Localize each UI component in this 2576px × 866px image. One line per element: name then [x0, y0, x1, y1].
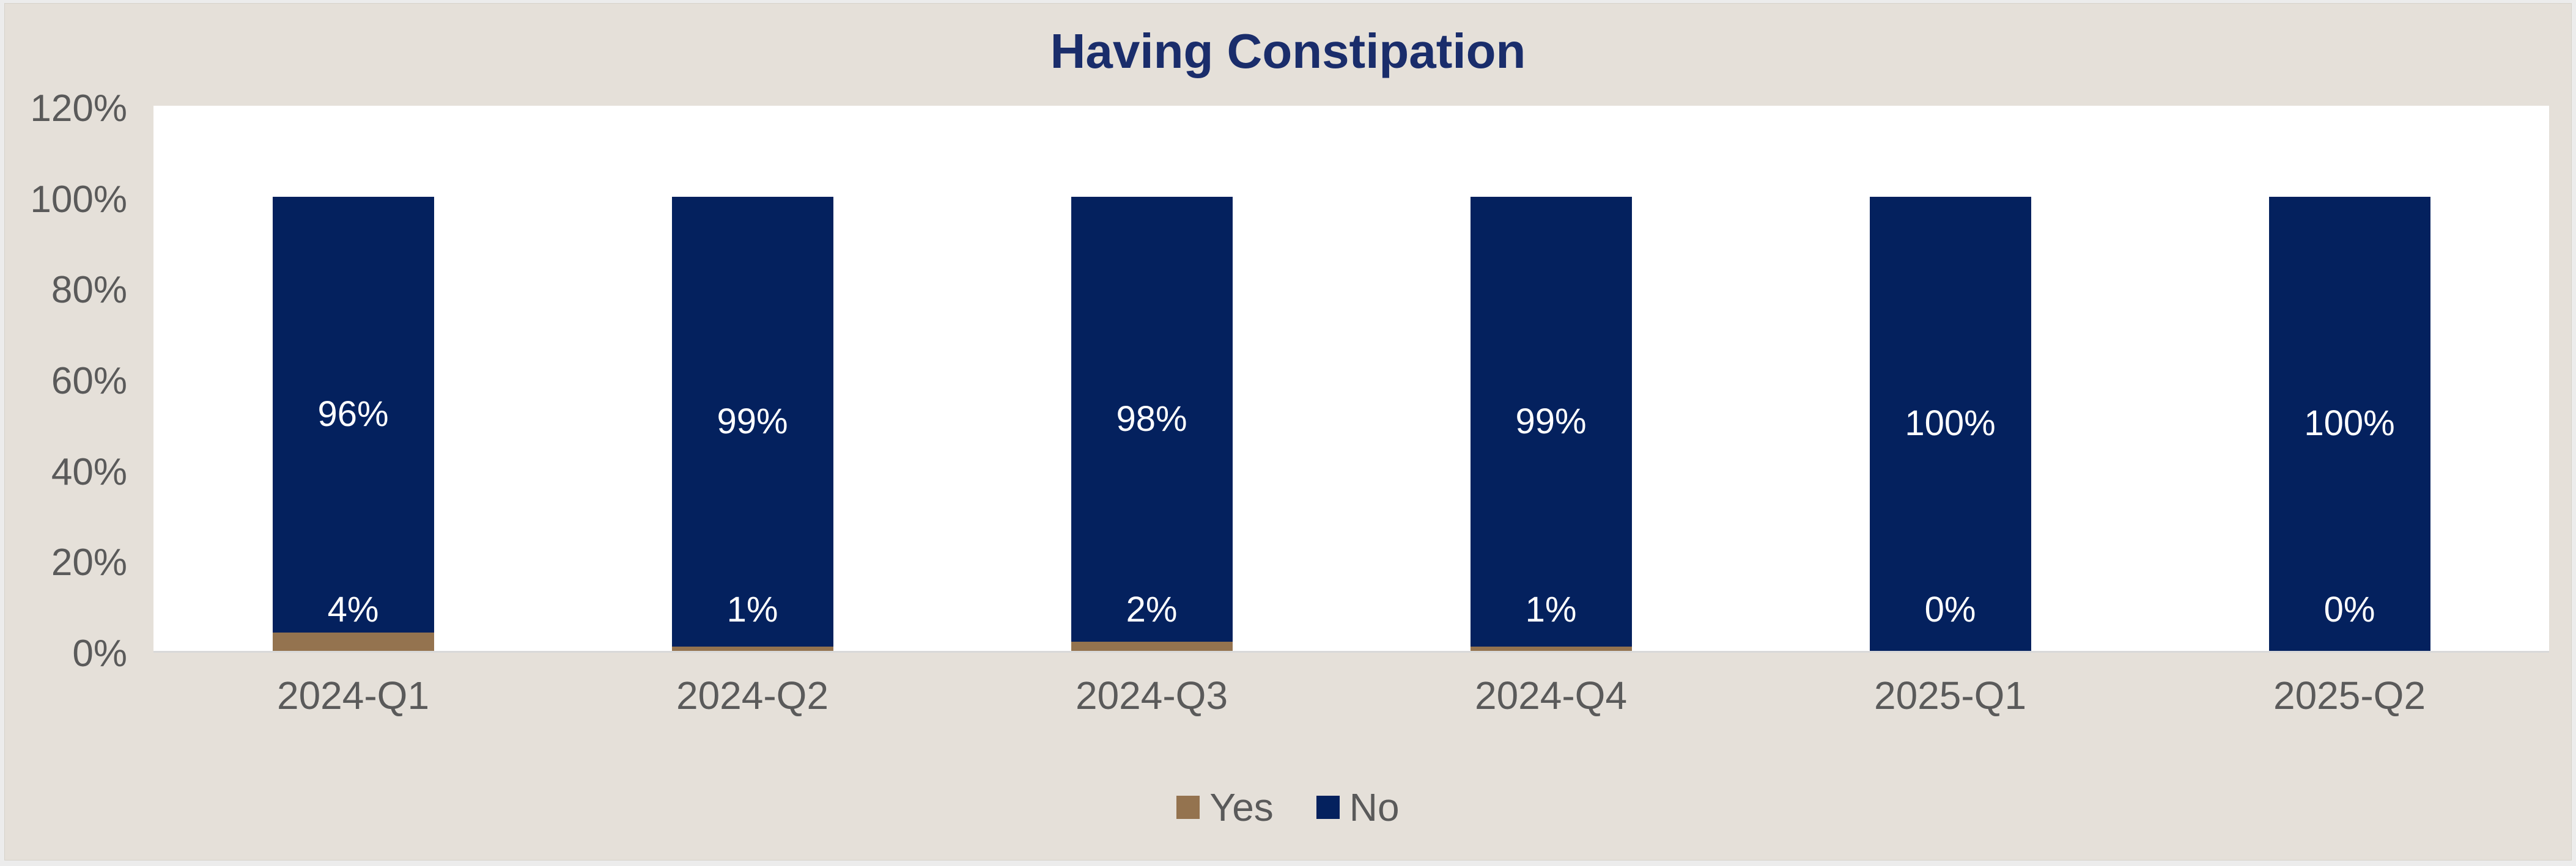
stacked-bar: 100% 0% [2268, 196, 2430, 651]
y-tick-label: 120% [30, 87, 127, 130]
stacked-bar: 98% 2% [1071, 196, 1233, 651]
plot-area: 96% 4% 99% 1% [153, 106, 2549, 653]
y-tick-label: 100% [30, 178, 127, 221]
bar-segment-no: 99% [1470, 196, 1632, 647]
legend-swatch-yes [1176, 796, 1200, 819]
bar-segment-no: 96% [272, 196, 434, 633]
legend-label-no: No [1349, 785, 1400, 829]
bar-segment-yes [671, 646, 833, 651]
bar-segment-no: 99% [671, 196, 833, 647]
bar-group: 99% 1% [553, 106, 952, 651]
data-label-no: 99% [717, 401, 788, 441]
data-label-yes: 4% [327, 590, 379, 629]
stacked-bar: 100% 0% [1869, 196, 2031, 651]
data-label-yes: 0% [2323, 590, 2375, 629]
bar-group: 100% 0% [1751, 106, 2150, 651]
x-axis-label: 2025-Q1 [1873, 673, 2027, 717]
bar-group: 98% 2% [952, 106, 1351, 651]
x-axis-label: 2024-Q2 [676, 673, 829, 717]
bar-segment-yes [1071, 642, 1233, 651]
data-label-yes: 1% [726, 590, 778, 629]
y-tick-label: 60% [51, 360, 127, 402]
bars-area: 96% 4% 99% 1% [153, 106, 2549, 651]
bar-group: 96% 4% [153, 106, 553, 651]
stacked-bar: 99% 1% [1470, 196, 1632, 651]
y-axis: 120% 100% 80% 60% 40% 20% 0% [5, 4, 127, 860]
bar-segment-yes [1470, 646, 1632, 651]
chart-canvas: Having Constipation 96% 4% 99% [4, 3, 2572, 860]
legend-swatch-no [1316, 796, 1340, 819]
bar-segment-no: 98% [1071, 196, 1233, 642]
data-label-no: 100% [2304, 403, 2395, 444]
stacked-bar: 96% 4% [272, 196, 434, 651]
data-label-yes: 1% [1525, 590, 1577, 629]
y-tick-label: 80% [51, 269, 127, 311]
x-axis-label: 2024-Q1 [276, 673, 430, 717]
stacked-bar: 99% 1% [671, 196, 833, 651]
data-label-yes: 2% [1126, 590, 1178, 629]
y-tick-label: 40% [51, 451, 127, 493]
data-label-no: 100% [1905, 403, 1996, 444]
data-label-no: 99% [1515, 401, 1587, 441]
chart-title: Having Constipation [1050, 24, 1526, 78]
legend-item-no: No [1316, 788, 1400, 827]
y-tick-label: 0% [72, 633, 127, 675]
legend-item-yes: Yes [1176, 785, 1274, 829]
bar-segment-no: 100% [1869, 196, 2031, 651]
bar-group: 99% 1% [1351, 106, 1751, 651]
y-tick-label: 20% [51, 541, 127, 584]
data-label-no: 98% [1116, 398, 1187, 439]
data-label-yes: 0% [1924, 590, 1976, 629]
bar-segment-no: 100% [2268, 196, 2430, 651]
x-axis-label: 2024-Q4 [1474, 673, 1628, 717]
bar-group: 100% 0% [2150, 106, 2549, 651]
legend: Yes No [5, 788, 2571, 827]
data-label-no: 96% [317, 394, 389, 435]
x-axis-label: 2025-Q2 [2273, 673, 2426, 717]
legend-label-yes: Yes [1209, 785, 1274, 829]
x-axis: 2024-Q1 2024-Q2 2024-Q3 2024-Q4 2025-Q1 … [153, 676, 2549, 715]
bar-segment-yes [272, 633, 434, 651]
x-axis-label: 2024-Q3 [1075, 673, 1228, 717]
